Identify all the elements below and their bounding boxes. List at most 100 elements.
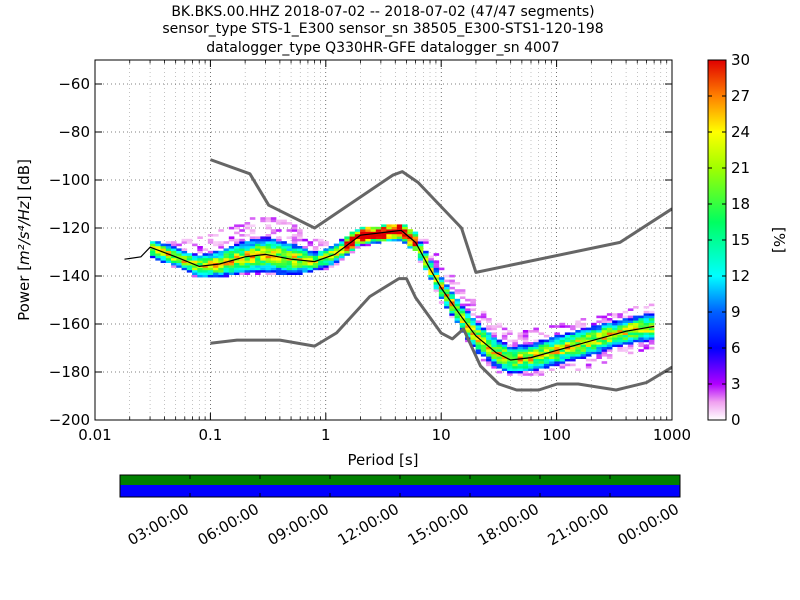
density-cell bbox=[417, 241, 424, 244]
density-cell bbox=[470, 320, 476, 323]
density-cell bbox=[213, 258, 219, 261]
density-cell bbox=[606, 325, 613, 328]
density-cell bbox=[255, 265, 261, 268]
density-cell bbox=[255, 260, 261, 263]
density-cell bbox=[307, 258, 314, 261]
density-cell bbox=[249, 260, 256, 263]
density-cell bbox=[423, 262, 429, 266]
density-cell bbox=[218, 241, 224, 244]
density-cell bbox=[638, 315, 644, 319]
density-cell bbox=[522, 373, 529, 376]
density-cell bbox=[596, 339, 602, 343]
density-cell bbox=[606, 318, 613, 321]
density-cell bbox=[249, 270, 256, 273]
density-cell bbox=[470, 330, 476, 333]
density-cell bbox=[622, 346, 629, 350]
density-cell bbox=[638, 318, 644, 321]
density-cell bbox=[465, 330, 471, 333]
density-cell bbox=[202, 272, 209, 275]
density-cell bbox=[333, 253, 340, 256]
density-cell bbox=[533, 366, 539, 369]
density-cell bbox=[606, 332, 613, 335]
density-cell bbox=[507, 356, 513, 359]
density-cell bbox=[480, 354, 487, 357]
density-cell bbox=[281, 265, 287, 268]
density-cell bbox=[249, 255, 256, 259]
density-cell bbox=[559, 351, 566, 355]
density-cell bbox=[318, 250, 324, 254]
density-cell bbox=[648, 313, 655, 316]
density-cell bbox=[643, 337, 650, 340]
density-cell bbox=[281, 243, 287, 247]
density-cell bbox=[323, 265, 329, 268]
density-cell bbox=[207, 270, 214, 273]
density-cell bbox=[591, 346, 597, 350]
x-tick-label: 0.1 bbox=[198, 426, 222, 444]
density-cell bbox=[297, 248, 303, 251]
density-cell bbox=[281, 253, 287, 256]
density-cell bbox=[291, 238, 298, 242]
density-cell bbox=[465, 308, 471, 311]
density-cell bbox=[171, 258, 177, 261]
density-cell bbox=[270, 238, 277, 242]
density-cell bbox=[176, 258, 182, 261]
density-cell bbox=[627, 308, 634, 311]
density-cell bbox=[186, 255, 193, 259]
density-cell bbox=[564, 334, 571, 338]
density-cell bbox=[386, 238, 392, 242]
density-cell bbox=[239, 260, 245, 263]
density-cell bbox=[349, 250, 356, 254]
density-cell bbox=[260, 243, 266, 247]
density-cell bbox=[444, 296, 450, 299]
density-cell bbox=[554, 332, 560, 335]
density-cell bbox=[444, 303, 450, 307]
density-cell bbox=[234, 238, 240, 242]
density-cell bbox=[213, 255, 219, 259]
density-cell bbox=[522, 346, 529, 350]
density-cell bbox=[270, 258, 277, 261]
density-cell bbox=[276, 260, 282, 263]
density-cell bbox=[270, 272, 277, 275]
density-cell bbox=[270, 265, 277, 268]
density-cell bbox=[202, 258, 209, 261]
density-cell bbox=[360, 238, 366, 242]
density-cell bbox=[454, 315, 461, 319]
density-cell bbox=[486, 354, 492, 357]
density-cell bbox=[617, 346, 623, 350]
density-cell bbox=[171, 246, 177, 249]
density-cell bbox=[218, 250, 224, 254]
density-cell bbox=[234, 243, 240, 247]
density-cell bbox=[501, 366, 508, 369]
density-cell bbox=[244, 250, 251, 254]
density-cell bbox=[423, 238, 429, 242]
density-cell bbox=[491, 327, 497, 331]
colorbar-tick-label: 21 bbox=[731, 159, 750, 177]
density-cell bbox=[281, 241, 287, 244]
density-cell bbox=[612, 330, 618, 333]
density-cell bbox=[512, 342, 518, 345]
density-cell bbox=[297, 236, 303, 239]
density-cell bbox=[496, 363, 503, 367]
density-cell bbox=[417, 255, 424, 259]
density-cell bbox=[622, 337, 629, 340]
density-cell bbox=[297, 229, 303, 232]
density-cell bbox=[207, 255, 214, 259]
density-cell bbox=[601, 354, 608, 357]
density-cell bbox=[596, 344, 602, 347]
density-cell bbox=[612, 325, 618, 328]
density-cell bbox=[543, 366, 550, 369]
density-cell bbox=[228, 267, 235, 271]
density-cell bbox=[564, 346, 571, 350]
density-cell bbox=[255, 236, 261, 239]
density-cell bbox=[517, 349, 524, 352]
density-cell bbox=[192, 265, 198, 268]
density-cell bbox=[428, 265, 434, 268]
density-cell bbox=[239, 255, 245, 259]
density-cell bbox=[339, 241, 345, 244]
density-cell bbox=[218, 243, 224, 247]
density-cell bbox=[244, 270, 251, 273]
mean-psd bbox=[124, 229, 655, 361]
density-cell bbox=[265, 224, 272, 227]
density-cell bbox=[491, 325, 497, 328]
density-cell bbox=[470, 308, 476, 311]
